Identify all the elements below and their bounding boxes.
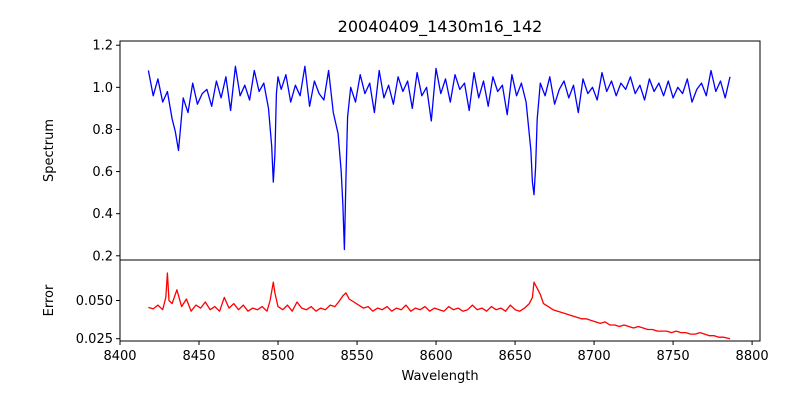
x-tick-label: 8800 — [736, 349, 769, 364]
error-panel-frame — [119, 259, 761, 342]
x-tick-label: 8650 — [499, 349, 532, 364]
spectrum-panel-y-tick-label: 0.8 — [92, 123, 113, 138]
error-series-line — [148, 272, 731, 340]
spectrum-panel-y-tick-label: 0.2 — [92, 249, 113, 264]
x-tick-label: 8750 — [657, 349, 690, 364]
spectrum-panel: 0.2 0.4 0.6 0.8 1.0 1.2 Spectrum — [42, 39, 761, 264]
spectrum-panel-y-tick-label: 1.0 — [92, 81, 113, 96]
x-tick-label: 8400 — [103, 349, 136, 364]
error-panel-y-tick-label: 0.050 — [76, 294, 113, 309]
x-tick-label: 8500 — [261, 349, 294, 364]
x-tick-label: 8550 — [340, 349, 373, 364]
chart-title: 20040409_1430m16_142 — [338, 17, 543, 37]
spectrum-panel-y-axis-label: Spectrum — [42, 119, 57, 182]
x-tick-label: 8450 — [182, 349, 215, 364]
spectrum-panel-y-tick-label: 1.2 — [92, 39, 113, 54]
error-panel-y-tick-label: 0.025 — [76, 332, 113, 347]
spectrum-series-line — [147, 65, 731, 251]
spectrum-panel-y-tick-label: 0.4 — [92, 207, 113, 222]
error-panel: 0.025 0.050 Error 8400 8450 8500 8550 8600 8650 8… — [42, 259, 769, 364]
error-panel-y-axis-label: Error — [42, 284, 57, 316]
x-axis-label: Wavelength — [401, 369, 478, 384]
spectrum-panel-frame — [119, 40, 761, 261]
spectrum-panel-y-tick-label: 0.6 — [92, 165, 113, 180]
x-tick-label: 8600 — [420, 349, 453, 364]
x-tick-label: 8700 — [578, 349, 611, 364]
